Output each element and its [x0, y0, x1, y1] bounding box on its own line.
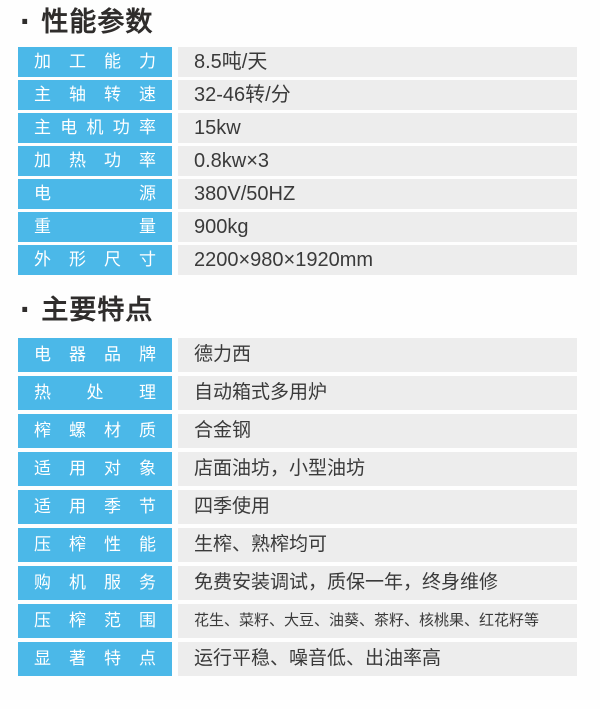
spec-value: 免费安装调试，质保一年，终身维修 — [178, 566, 577, 600]
table-row: 加工能力 8.5吨/天 — [18, 47, 577, 77]
section-title-features: · 主要特点 — [20, 291, 600, 329]
spec-value: 运行平稳、噪音低、出油率高 — [178, 642, 577, 676]
table-row: 适用对象 店面油坊，小型油坊 — [18, 452, 577, 486]
spec-value: 15kw — [178, 113, 577, 143]
spec-value: 0.8kw×3 — [178, 146, 577, 176]
table-row: 电源 380V/50HZ — [18, 179, 577, 209]
spec-value: 合金钢 — [178, 414, 577, 448]
section-title-text: 主要特点 — [41, 295, 154, 325]
spec-value: 900kg — [178, 212, 577, 242]
table-row: 重量 900kg — [18, 212, 577, 242]
spec-value: 380V/50HZ — [178, 179, 577, 209]
spec-label: 热处理 — [18, 376, 172, 410]
features-table: 电器品牌 德力西 热处理 自动箱式多用炉 榨螺材质 合金钢 适用对象 店面油坊，… — [18, 338, 577, 676]
performance-table: 加工能力 8.5吨/天 主轴转速 32-46转/分 主电机功率 15kw 加热功… — [18, 47, 577, 275]
spec-label: 适用对象 — [18, 452, 172, 486]
table-row: 加热功率 0.8kw×3 — [18, 146, 577, 176]
spec-label: 外形尺寸 — [18, 245, 172, 275]
table-row: 显著特点 运行平稳、噪音低、出油率高 — [18, 642, 577, 676]
spec-value: 生榨、熟榨均可 — [178, 528, 577, 562]
spec-label: 榨螺材质 — [18, 414, 172, 448]
spec-label: 电器品牌 — [18, 338, 172, 372]
table-row: 适用季节 四季使用 — [18, 490, 577, 524]
spec-label: 重量 — [18, 212, 172, 242]
table-row: 主电机功率 15kw — [18, 113, 577, 143]
spec-label: 适用季节 — [18, 490, 172, 524]
bullet-icon: · — [20, 3, 33, 41]
spec-value: 店面油坊，小型油坊 — [178, 452, 577, 486]
table-row: 外形尺寸 2200×980×1920mm — [18, 245, 577, 275]
table-row: 主轴转速 32-46转/分 — [18, 80, 577, 110]
spec-label: 主轴转速 — [18, 80, 172, 110]
spec-label: 压榨范围 — [18, 604, 172, 638]
bullet-icon: · — [20, 291, 33, 329]
table-row: 购机服务 免费安装调试，质保一年，终身维修 — [18, 566, 577, 600]
table-row: 压榨性能 生榨、熟榨均可 — [18, 528, 577, 562]
spec-label: 主电机功率 — [18, 113, 172, 143]
spec-label: 电源 — [18, 179, 172, 209]
spec-value: 自动箱式多用炉 — [178, 376, 577, 410]
section-title-text: 性能参数 — [41, 7, 154, 37]
section-title-performance: · 性能参数 — [20, 0, 600, 41]
table-row: 压榨范围 花生、菜籽、大豆、油葵、茶籽、核桃果、红花籽等 — [18, 604, 577, 638]
spec-label: 加工能力 — [18, 47, 172, 77]
table-row: 热处理 自动箱式多用炉 — [18, 376, 577, 410]
spec-label: 加热功率 — [18, 146, 172, 176]
spec-value: 花生、菜籽、大豆、油葵、茶籽、核桃果、红花籽等 — [178, 604, 577, 638]
spec-value: 四季使用 — [178, 490, 577, 524]
table-row: 榨螺材质 合金钢 — [18, 414, 577, 448]
spec-label: 压榨性能 — [18, 528, 172, 562]
spec-value: 德力西 — [178, 338, 577, 372]
spec-value: 8.5吨/天 — [178, 47, 577, 77]
spec-value: 32-46转/分 — [178, 80, 577, 110]
spec-value: 2200×980×1920mm — [178, 245, 577, 275]
spec-label: 购机服务 — [18, 566, 172, 600]
spec-label: 显著特点 — [18, 642, 172, 676]
table-row: 电器品牌 德力西 — [18, 338, 577, 372]
